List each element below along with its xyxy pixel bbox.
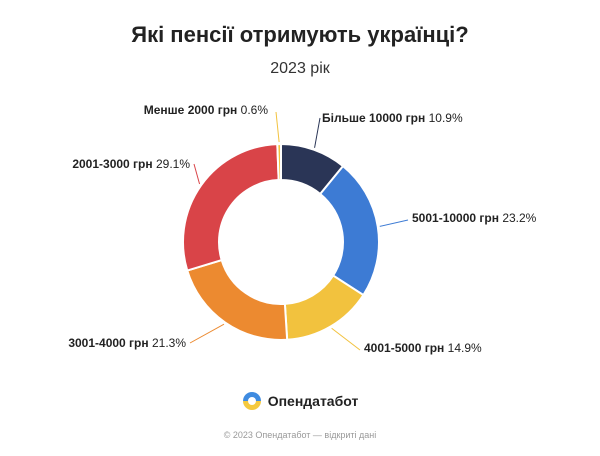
slice-value: 23.2% bbox=[502, 211, 536, 225]
leader-line-2001-3000-грн bbox=[193, 163, 201, 185]
slice-value: 0.6% bbox=[241, 103, 269, 117]
leader-line-3001-4000-грн bbox=[189, 323, 225, 344]
slice-value: 21.3% bbox=[152, 336, 186, 350]
slice-label-5001-10000-грн: 5001-10000 грн 23.2% bbox=[412, 211, 537, 225]
brand-name: Опендатабот bbox=[267, 393, 359, 409]
donut-slice-3001-4000-грн bbox=[185, 258, 289, 341]
leader-line-4001-5000-грн bbox=[331, 327, 361, 351]
donut-slice-2001-3000-грн bbox=[182, 143, 280, 272]
slice-value: 29.1% bbox=[156, 157, 190, 171]
brand: Опендатабот bbox=[0, 391, 600, 411]
leader-line-менше-2000-грн bbox=[275, 111, 280, 143]
slice-category: Більше 10000 грн bbox=[322, 111, 429, 125]
leader-line-більше-10000-грн bbox=[314, 117, 321, 148]
slice-label-4001-5000-грн: 4001-5000 грн 14.9% bbox=[364, 341, 482, 355]
donut-chart: Більше 10000 грн 10.9% 5001-10000 грн 23.… bbox=[68, 103, 537, 355]
slice-value: 14.9% bbox=[448, 341, 482, 355]
footer-text: © 2023 Опендатабот — відкриті дані bbox=[223, 430, 377, 440]
opendatabot-logo-icon bbox=[242, 392, 261, 410]
slice-category: 2001-3000 грн bbox=[72, 157, 156, 171]
leader-line-5001-10000-грн bbox=[379, 219, 409, 227]
slice-label-менше-2000-грн: Менше 2000 грн 0.6% bbox=[144, 103, 269, 117]
slice-category: 5001-10000 грн bbox=[412, 211, 502, 225]
donut-slice-5001-10000-грн bbox=[318, 164, 380, 297]
slice-value: 10.9% bbox=[429, 111, 463, 125]
slice-category: 4001-5000 грн bbox=[364, 341, 448, 355]
slice-category: 3001-4000 грн bbox=[68, 336, 152, 350]
slice-category: Менше 2000 грн bbox=[144, 103, 241, 117]
slice-label-більше-10000-грн: Більше 10000 грн 10.9% bbox=[322, 111, 463, 125]
chart-subtitle: 2023 рік bbox=[270, 60, 330, 77]
slice-label-2001-3000-грн: 2001-3000 грн 29.1% bbox=[72, 157, 190, 171]
slice-label-3001-4000-грн: 3001-4000 грн 21.3% bbox=[68, 336, 186, 350]
donut-slice-менше-2000-грн bbox=[276, 142, 282, 182]
chart-title: Які пенсії отримують українці? bbox=[131, 22, 469, 47]
